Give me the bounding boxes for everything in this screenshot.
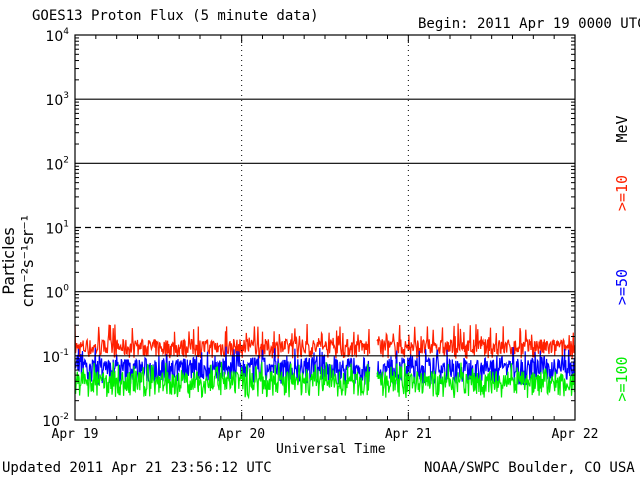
y-tick-label: 10-1 [42,348,69,366]
y-tick-label: 101 [45,220,69,238]
x-tick-label: Apr 19 [52,427,99,442]
series-line-100mev-part-1 [74,362,371,400]
legend-series-50mev: >=50 [613,268,631,306]
y-tick-label: 104 [45,27,69,45]
legend-series-100mev: >=100 [613,356,631,402]
legend-series-10mev: >=10 [613,174,631,212]
x-tick-labels: Apr 19 Apr 20 Apr 21 Apr 22 [52,427,599,442]
y-tick-label: 103 [45,91,69,109]
y-tick-label: 102 [45,155,69,173]
chart-title: GOES13 Proton Flux (5 minute data) [32,8,319,24]
updated-timestamp: Updated 2011 Apr 21 23:56:12 UTC [2,460,272,476]
y-tick-label: 10-2 [42,412,69,430]
gridlines [75,35,575,420]
series-group [74,323,576,400]
source-credit: NOAA/SWPC Boulder, CO USA [424,460,635,476]
plot-frame [74,34,576,421]
series-line-100mev-part-2 [376,362,576,399]
x-axis-label: Universal Time [276,442,386,457]
series-line-10mev-part-1 [74,323,371,360]
begin-time-label: Begin: 2011 Apr 19 0000 UTC [418,16,640,32]
x-tick-label: Apr 21 [385,427,432,442]
series-line-10mev-part-2 [376,323,576,360]
x-tick-label: Apr 20 [218,427,265,442]
x-tick-label: Apr 22 [552,427,599,442]
y-tick-labels: 104 103 102 101 100 10-1 10-2 [42,27,69,430]
y-tick-label: 100 [45,284,69,302]
